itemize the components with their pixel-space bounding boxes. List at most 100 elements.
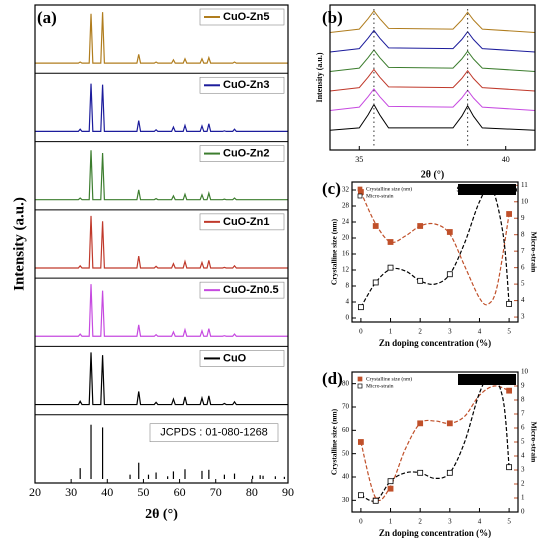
y-tick-label: 32 — [342, 186, 350, 194]
data-marker — [417, 420, 424, 427]
x-axis-label: 2θ (°) — [421, 169, 444, 180]
y-tick-label: 30 — [342, 496, 350, 504]
y-tick-label: 8 — [346, 282, 350, 290]
x-tick-label: 2 — [418, 328, 422, 336]
x-tick-label: 60 — [174, 485, 186, 499]
fit-curve — [360, 385, 510, 502]
annotation: W-H method — [466, 375, 508, 384]
legend-label: Crystalline size (nm) — [366, 185, 412, 192]
data-marker — [506, 300, 513, 307]
data-marker — [417, 223, 424, 229]
data-marker — [417, 277, 424, 284]
y2-tick-label: 4 — [521, 296, 525, 304]
y-tick-label: 70 — [342, 403, 350, 411]
data-marker — [357, 492, 364, 499]
y2-tick-label: 9 — [521, 214, 525, 222]
y-tick-label: 20 — [342, 234, 350, 242]
data-marker — [387, 485, 394, 492]
legend-label: CuO — [223, 352, 247, 364]
legend-label: CuO-Zn0.5 — [223, 284, 279, 296]
fit-curve — [360, 185, 510, 308]
y2-tick-label: 4 — [521, 452, 525, 460]
reference-box — [149, 423, 279, 443]
legend-label: CuO-Zn5 — [223, 11, 269, 23]
y-tick-label: 16 — [342, 250, 350, 258]
data-marker — [387, 478, 394, 485]
panel-label: (d) — [322, 369, 343, 388]
y2-tick-label: 5 — [521, 280, 525, 288]
y2-tick-label: 5 — [521, 438, 525, 446]
x-tick-label: 35 — [355, 155, 363, 164]
legend-label: CuO-Zn3 — [223, 79, 269, 91]
y2-tick-label: 8 — [521, 396, 525, 404]
y-axis-label: Crystalline size (nm) — [330, 218, 339, 285]
plot-frame — [351, 371, 519, 513]
x-tick-label: 1 — [389, 518, 393, 526]
y-tick-label: 12 — [342, 266, 350, 274]
annotation-box — [458, 184, 516, 195]
y-tick-label: 24 — [342, 218, 350, 226]
y2-tick-label: 10 — [521, 368, 529, 376]
y-tick-label: 40 — [342, 473, 350, 481]
x-tick-label: 30 — [65, 485, 77, 499]
y2-tick-label: 7 — [521, 247, 525, 255]
spectrum-line — [35, 352, 288, 406]
legend-box — [199, 76, 285, 94]
y-tick-label: 50 — [342, 449, 350, 457]
data-marker — [446, 271, 453, 278]
legend-marker — [357, 376, 363, 382]
legend-marker — [357, 383, 363, 389]
data-marker — [506, 211, 513, 217]
plot-frame — [351, 181, 519, 323]
data-marker — [372, 223, 379, 229]
x-axis-label: 2θ (°) — [145, 507, 178, 522]
data-marker — [357, 439, 364, 445]
x-tick-label: 50 — [137, 485, 149, 499]
spectrum-line — [329, 103, 536, 131]
x-tick-label: 5 — [507, 328, 511, 336]
data-marker — [387, 264, 394, 271]
y2-tick-label: 0 — [521, 508, 525, 516]
annotation-box — [458, 374, 516, 385]
legend-box — [199, 8, 285, 26]
y-tick-label: 60 — [342, 426, 350, 434]
y-tick-label: 80 — [342, 379, 350, 387]
panel-label: (b) — [322, 8, 343, 27]
x-tick-label: 0 — [359, 518, 363, 526]
y2-tick-label: 3 — [521, 466, 525, 474]
spectrum-line — [35, 83, 288, 132]
x-tick-label: 1 — [389, 328, 393, 336]
x-axis-label: Zn doping concentration (%) — [379, 338, 491, 348]
spectrum-line — [35, 215, 288, 269]
data-marker — [506, 464, 513, 471]
data-marker — [372, 497, 379, 504]
y-tick-label: 4 — [346, 298, 350, 306]
data-marker — [357, 304, 364, 311]
data-marker — [446, 469, 453, 476]
x-axis-label: Zn doping concentration (%) — [379, 528, 491, 538]
data-marker — [417, 469, 424, 476]
legend-label: Crystalline size (nm) — [366, 375, 412, 382]
spectrum-line — [329, 88, 536, 111]
y2-tick-label: 6 — [521, 424, 525, 432]
y2-tick-label: 10 — [521, 197, 529, 205]
spectrum-line — [329, 10, 536, 33]
y-axis-label: Intensity (a.u.) — [11, 197, 27, 291]
y2-tick-label: 3 — [521, 313, 525, 321]
legend-box — [199, 281, 285, 299]
data-marker — [506, 387, 513, 394]
spectrum-line — [329, 49, 536, 72]
spectrum-line — [329, 29, 536, 53]
annotation: Scherrer's formula — [457, 185, 518, 194]
y2-tick-label: 7 — [521, 410, 525, 418]
data-marker — [372, 279, 379, 286]
y2-tick-label: 6 — [521, 263, 525, 271]
x-tick-label: 3 — [448, 518, 452, 526]
reference-label: JCPDS : 01-080-1268 — [160, 427, 268, 439]
y2-tick-label: 9 — [521, 382, 525, 390]
y-axis-label: Intensity (a.u.) — [315, 52, 324, 102]
panel-label: (a) — [37, 8, 57, 27]
spectrum-line — [35, 284, 288, 337]
y-tick-label: 28 — [342, 202, 350, 210]
plot-frame — [34, 4, 289, 484]
